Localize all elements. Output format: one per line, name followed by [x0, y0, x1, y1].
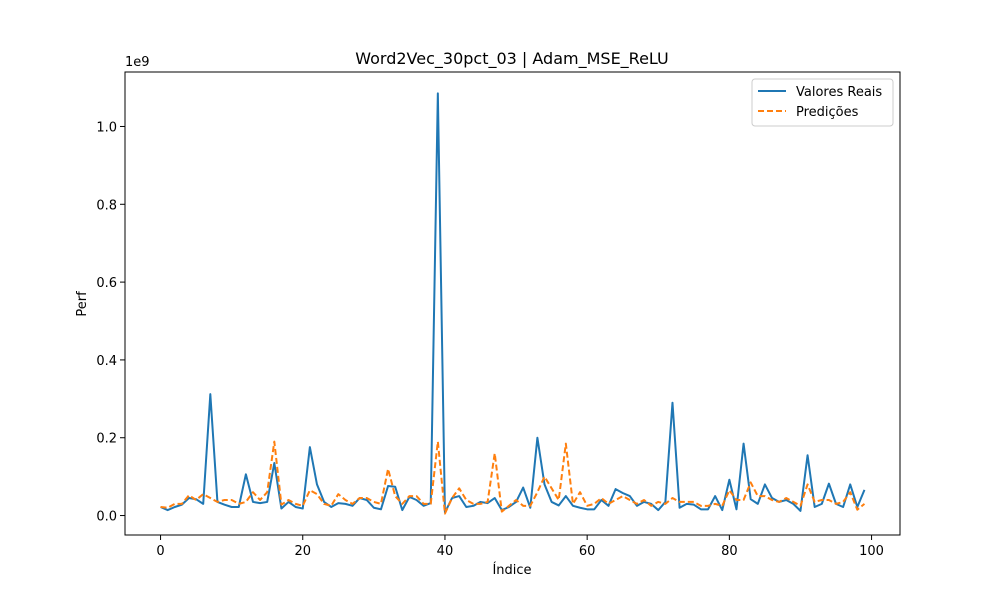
- y-tick-label: 0.2: [96, 432, 117, 447]
- y-tick-label: 0.6: [96, 276, 117, 291]
- y-tick-label: 1.0: [96, 120, 117, 135]
- y-tick-label: 0.8: [96, 198, 117, 213]
- plot-area: [160, 92, 866, 515]
- x-axis-title: Índice: [492, 562, 531, 578]
- chart-title: Word2Vec_30pct_03 | Adam_MSE_ReLU: [355, 49, 669, 69]
- x-axis: 0 20 40 60 80 100: [156, 535, 884, 559]
- y-axis: 0.0 0.2 0.4 0.6 0.8 1.0: [96, 120, 125, 525]
- x-tick-label: 60: [579, 544, 596, 559]
- y-offset-label: 1e9: [125, 55, 150, 70]
- x-tick-label: 80: [721, 544, 738, 559]
- x-tick-label: 100: [859, 544, 884, 559]
- x-tick-label: 20: [294, 544, 311, 559]
- legend: Valores Reais Predições: [751, 78, 894, 127]
- legend-label-valores-reais: Valores Reais: [796, 85, 882, 100]
- legend-label-predicoes: Predições: [796, 105, 859, 120]
- y-tick-label: 0.0: [96, 510, 117, 525]
- legend-box: [751, 78, 894, 127]
- series-line-predicoes: [160, 440, 866, 515]
- series-line-valores-reais: [160, 92, 866, 514]
- y-tick-label: 0.4: [96, 354, 117, 369]
- x-tick-label: 0: [156, 544, 164, 559]
- x-tick-label: 40: [437, 544, 454, 559]
- y-axis-title: Perf: [75, 291, 90, 317]
- plot-frame: [124, 71, 901, 536]
